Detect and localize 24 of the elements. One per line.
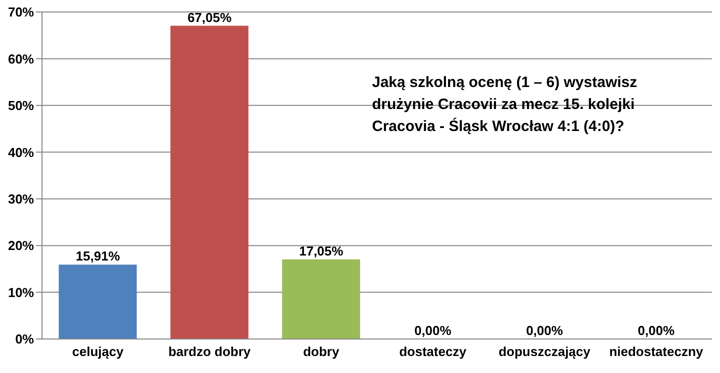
y-tick-label: 50%	[8, 98, 34, 114]
bar	[282, 259, 360, 339]
data-label: 0,00%	[638, 323, 676, 338]
x-tick-label: niedostateczny	[609, 344, 704, 360]
y-tick-label: 0%	[15, 332, 34, 347]
y-tick-label: 10%	[8, 284, 34, 300]
y-tick-label: 70%	[8, 4, 34, 20]
x-tick-label: dobry	[303, 344, 340, 360]
data-label: 0,00%	[414, 323, 452, 338]
y-tick-label: 60%	[8, 51, 34, 66]
data-label: 17,05%	[299, 243, 344, 258]
x-tick-label: dopuszczający	[498, 344, 592, 360]
y-tick-label: 40%	[8, 144, 34, 160]
x-tick-label: dostateczy	[399, 344, 468, 360]
x-tick-label: bardzo dobry	[168, 344, 252, 360]
data-label: 0,00%	[526, 323, 564, 338]
data-label: 67,05%	[187, 10, 232, 25]
bar	[170, 26, 248, 339]
x-tick-label: celujący	[72, 344, 124, 360]
y-tick-label: 20%	[8, 238, 34, 254]
text: Jaką szkolną ocenę (1 – 6) wystawisz drużynie Cracovii za mecz 15. kolejki Cracovia - Śląsk Wrocław 4:1 (4:0)?	[372, 73, 638, 137]
data-label: 15,91%	[76, 248, 120, 264]
y-tick-label: 30%	[8, 191, 34, 206]
bar	[58, 264, 137, 339]
